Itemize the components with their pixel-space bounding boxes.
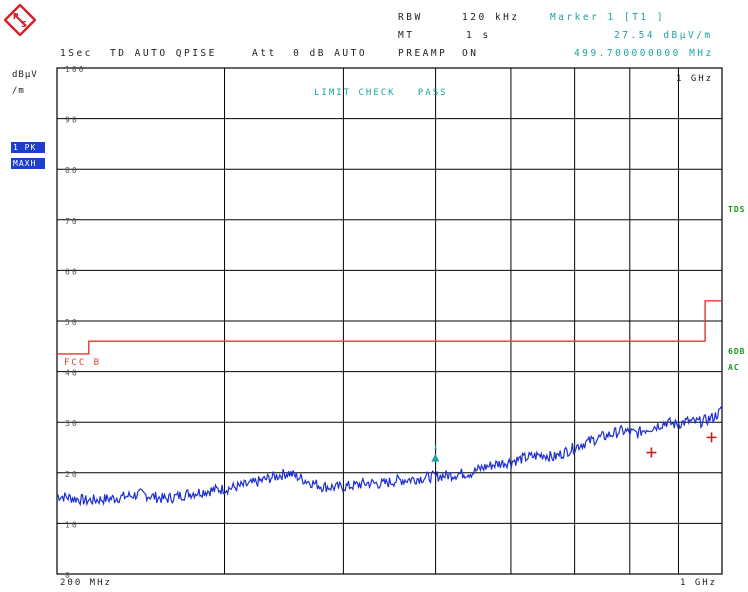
svg-text:S: S <box>21 20 27 29</box>
y-tick-label: 10 <box>65 520 79 529</box>
svg-text:R: R <box>13 12 19 21</box>
x-end-label-top: 1 GHz <box>676 74 714 84</box>
limit-check-status: LIMIT CHECK PASS <box>314 88 448 98</box>
rbw-value: 120 kHz <box>462 12 520 23</box>
sweep-time: 1Sec <box>60 48 93 59</box>
rbw-label: RBW <box>398 12 423 23</box>
peak-marker <box>706 432 717 443</box>
trace-badge: 1 PK <box>11 142 45 153</box>
preamp-label: PREAMP <box>398 48 448 59</box>
rohde-schwarz-logo: R S <box>4 4 36 36</box>
preamp-value: ON <box>462 48 479 59</box>
y-tick-label: 50 <box>65 318 79 327</box>
attenuation-setting: Att 0 dB AUTO <box>252 48 368 59</box>
marker-1-label: 1 <box>433 444 437 452</box>
series-group <box>56 300 723 507</box>
limit-line <box>57 300 722 355</box>
six-db-label: 6DB <box>728 347 746 356</box>
y-tick-label: 40 <box>65 369 79 378</box>
x-start-label: 200 MHz <box>60 578 112 588</box>
y-unit-label: dBµV <box>12 70 38 80</box>
y-tick-label: 30 <box>65 419 79 428</box>
limit-line-label: FCC B <box>64 358 102 368</box>
y-tick-label: 0 <box>65 571 72 580</box>
y-tick-label: 60 <box>65 267 79 276</box>
marker-1 <box>431 453 440 462</box>
marker-level: 27.54 dBµV/m <box>614 30 713 41</box>
mt-value: 1 s <box>466 30 491 41</box>
y-unit-label-line2: /m <box>12 86 25 96</box>
x-end-label: 1 GHz <box>680 578 718 588</box>
y-tick-label: 20 <box>65 470 79 479</box>
mt-label: MT <box>398 30 415 41</box>
y-tick-label: 80 <box>65 166 79 175</box>
grid-lines <box>57 68 722 574</box>
peak-marker <box>646 447 657 458</box>
ac-label: AC <box>728 363 740 372</box>
y-tick-label: 100 <box>65 65 85 74</box>
markers-group: 1 <box>431 432 717 462</box>
detector-setting: TD AUTO QPISE <box>110 48 217 59</box>
marker-title: Marker 1 [T1 ] <box>550 12 666 23</box>
y-tick-label: 90 <box>65 116 79 125</box>
tds-label: TDS <box>728 205 746 214</box>
marker-frequency: 499.700000000 MHz <box>574 48 714 59</box>
y-tick-label: 70 <box>65 217 79 226</box>
mode-badge: MAXH <box>11 158 45 169</box>
trace-line <box>56 406 723 507</box>
